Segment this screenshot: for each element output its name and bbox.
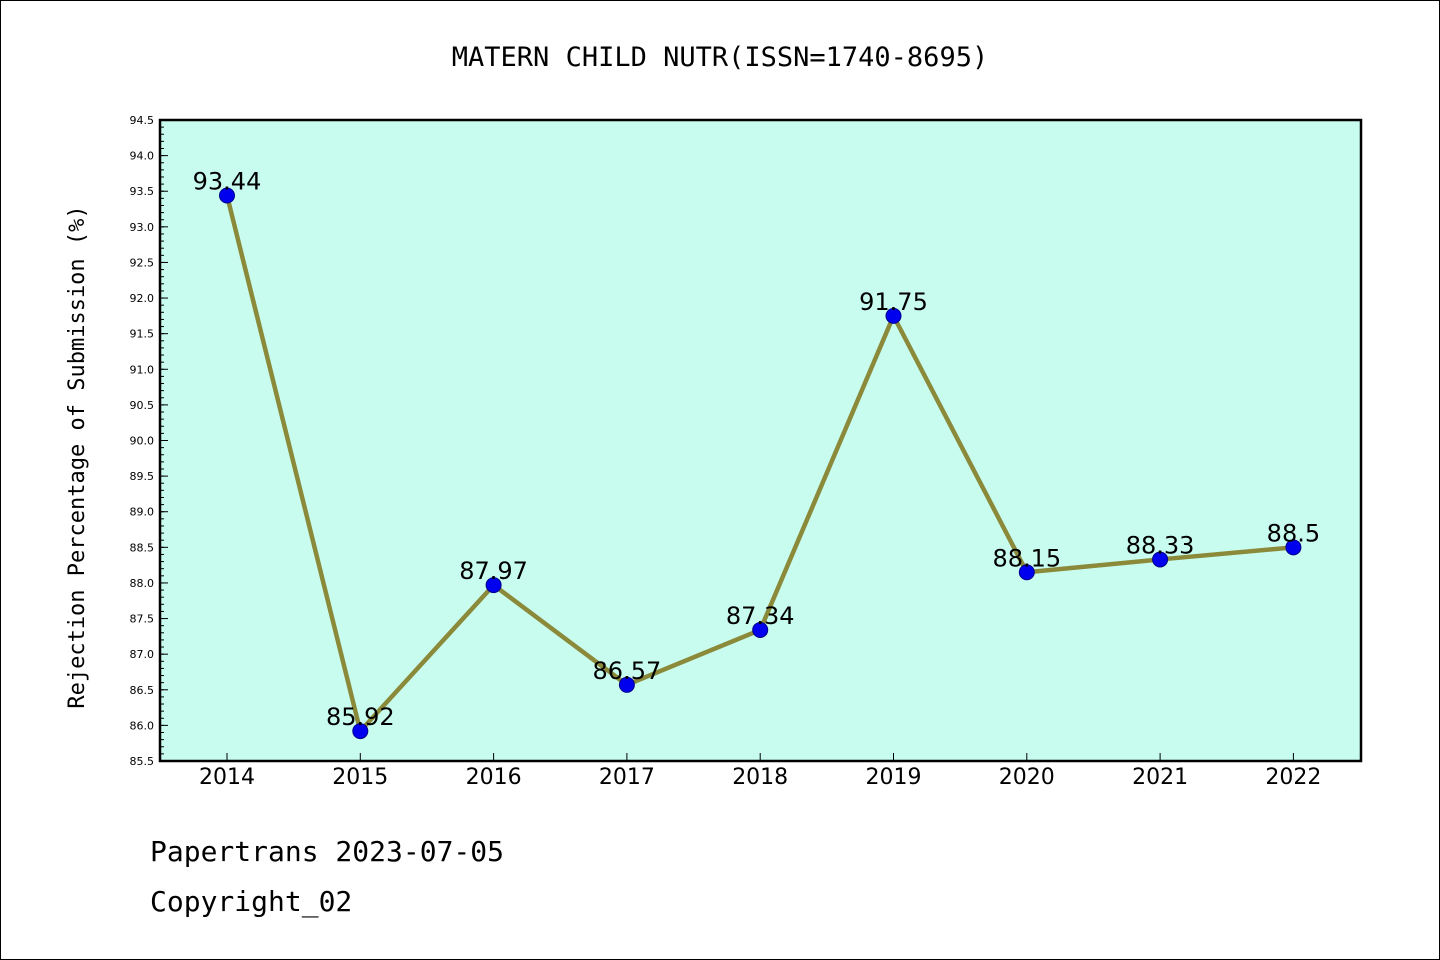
data-label: 91.75 xyxy=(859,288,928,316)
y-tick-label: 94.5 xyxy=(130,114,155,127)
x-tick-label: 2014 xyxy=(199,765,255,790)
y-tick-label: 87.0 xyxy=(130,648,155,661)
x-tick-label: 2016 xyxy=(466,765,522,790)
y-tick-label: 91.5 xyxy=(130,328,155,341)
data-label: 88.33 xyxy=(1126,531,1195,559)
data-point xyxy=(885,307,902,324)
x-tick-label: 2022 xyxy=(1265,765,1321,790)
data-label: 88.5 xyxy=(1267,519,1320,547)
y-tick-label: 92.5 xyxy=(130,256,155,269)
data-point xyxy=(219,187,235,204)
data-point xyxy=(618,676,635,693)
x-axis: 2014 2015 2016 2017 2018 2019 2020 2021 2022 xyxy=(199,753,1321,790)
y-tick-label: 89.0 xyxy=(130,506,155,519)
data-label: 93.44 xyxy=(193,167,262,195)
data-point xyxy=(352,723,369,740)
y-tick-label: 87.5 xyxy=(130,613,155,626)
data-point xyxy=(752,621,769,638)
y-tick-label: 94.0 xyxy=(130,150,155,163)
y-tick-label: 88.5 xyxy=(130,541,155,554)
x-tick-label: 2018 xyxy=(732,765,788,790)
chart-title: MATERN CHILD NUTR(ISSN=1740-8695) xyxy=(452,42,988,73)
y-tick-label: 88.0 xyxy=(130,577,155,590)
data-point xyxy=(1152,551,1169,568)
y-tick-label: 93.5 xyxy=(130,185,155,198)
footer-date-line: Papertrans 2023-07-05 xyxy=(150,835,505,868)
data-label: 88.15 xyxy=(992,544,1061,572)
footer-copyright-line: Copyright_02 xyxy=(150,885,353,918)
y-tick-label: 92.0 xyxy=(130,292,155,305)
data-label: 86.57 xyxy=(593,657,662,685)
series-group: 93.44 85.92 87.97 86.57 87.34 91.75 88.15 88.33… xyxy=(193,167,1320,740)
y-axis: 85.5 86.0 86.5 87.0 87.5 88.0 88.5 89.0 89.5 90.0… xyxy=(130,114,168,768)
x-tick-label: 2019 xyxy=(866,765,922,790)
y-tick-label: 90.5 xyxy=(130,399,155,412)
data-label: 87.97 xyxy=(459,557,528,585)
data-label: 85.92 xyxy=(326,703,395,731)
data-point xyxy=(485,577,502,594)
x-tick-label: 2015 xyxy=(332,765,388,790)
x-tick-label: 2020 xyxy=(999,765,1055,790)
x-tick-label: 2017 xyxy=(599,765,655,790)
y-tick-label: 90.0 xyxy=(130,435,155,448)
y-tick-label: 89.5 xyxy=(130,470,155,483)
y-tick-label: 85.5 xyxy=(130,755,155,768)
y-tick-label: 86.5 xyxy=(130,684,155,697)
plot-area xyxy=(160,120,1361,761)
data-point xyxy=(1285,539,1302,556)
plot-border xyxy=(158,118,1363,763)
y-axis-label: Rejection Percentage of Submission (%) xyxy=(65,205,90,708)
y-tick-label: 91.0 xyxy=(130,363,155,376)
y-tick-label: 93.0 xyxy=(130,221,155,234)
x-tick-label: 2021 xyxy=(1132,765,1188,790)
y-tick-label: 86.0 xyxy=(130,719,155,732)
data-label: 87.34 xyxy=(726,602,795,630)
data-point xyxy=(1018,564,1035,581)
